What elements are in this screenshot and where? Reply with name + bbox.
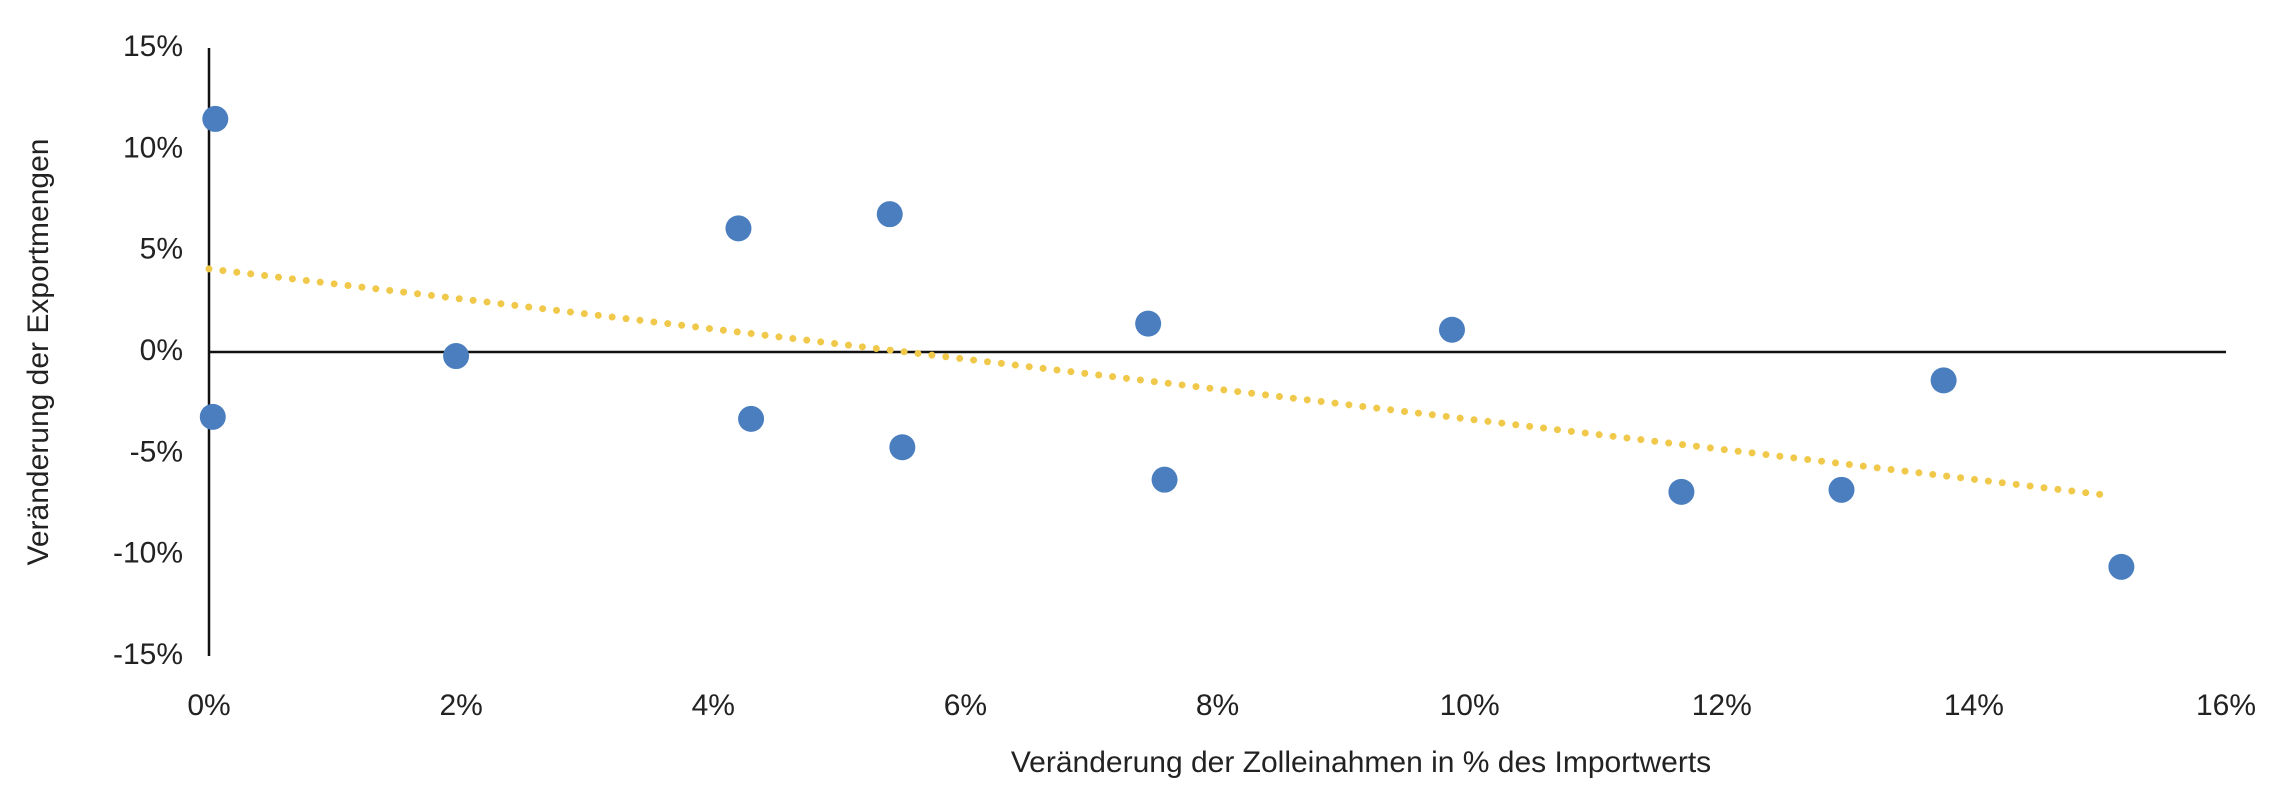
- x-tick-label: 0%: [187, 689, 230, 722]
- point: [2108, 553, 2135, 580]
- point: [199, 403, 226, 430]
- trendline: [205, 265, 2117, 500]
- point: [1135, 310, 1162, 337]
- point: [1930, 367, 1957, 394]
- point: [1828, 476, 1855, 503]
- x-tick-label: 16%: [2196, 689, 2256, 722]
- point: [889, 434, 916, 461]
- y-tick-label: 10%: [123, 131, 183, 164]
- point: [725, 215, 752, 242]
- x-tick-label: 12%: [1692, 689, 1752, 722]
- x-axis-title: Veränderung der Zolleinahmen in % des Im…: [1011, 746, 1711, 779]
- x-tick-label: 8%: [1196, 689, 1239, 722]
- y-tick-label: 15%: [123, 30, 183, 63]
- x-tick-label: 10%: [1440, 689, 1500, 722]
- y-tick-label: -10%: [113, 537, 183, 570]
- point: [1151, 466, 1178, 493]
- y-tick-label: -5%: [130, 435, 183, 468]
- point: [202, 105, 229, 132]
- point: [443, 343, 470, 370]
- x-tick-label: 2%: [439, 689, 482, 722]
- y-tick-label: -15%: [113, 638, 183, 671]
- point: [1668, 478, 1695, 505]
- y-axis-title: Veränderung der Exportmengen: [22, 139, 55, 566]
- point: [738, 405, 765, 432]
- point: [876, 201, 903, 228]
- y-tick-label: 0%: [140, 334, 183, 367]
- point: [1438, 316, 1465, 343]
- x-tick-label: 6%: [944, 689, 987, 722]
- y-tick-label: 5%: [140, 233, 183, 266]
- x-tick-label: 14%: [1944, 689, 2004, 722]
- x-tick-label: 4%: [692, 689, 735, 722]
